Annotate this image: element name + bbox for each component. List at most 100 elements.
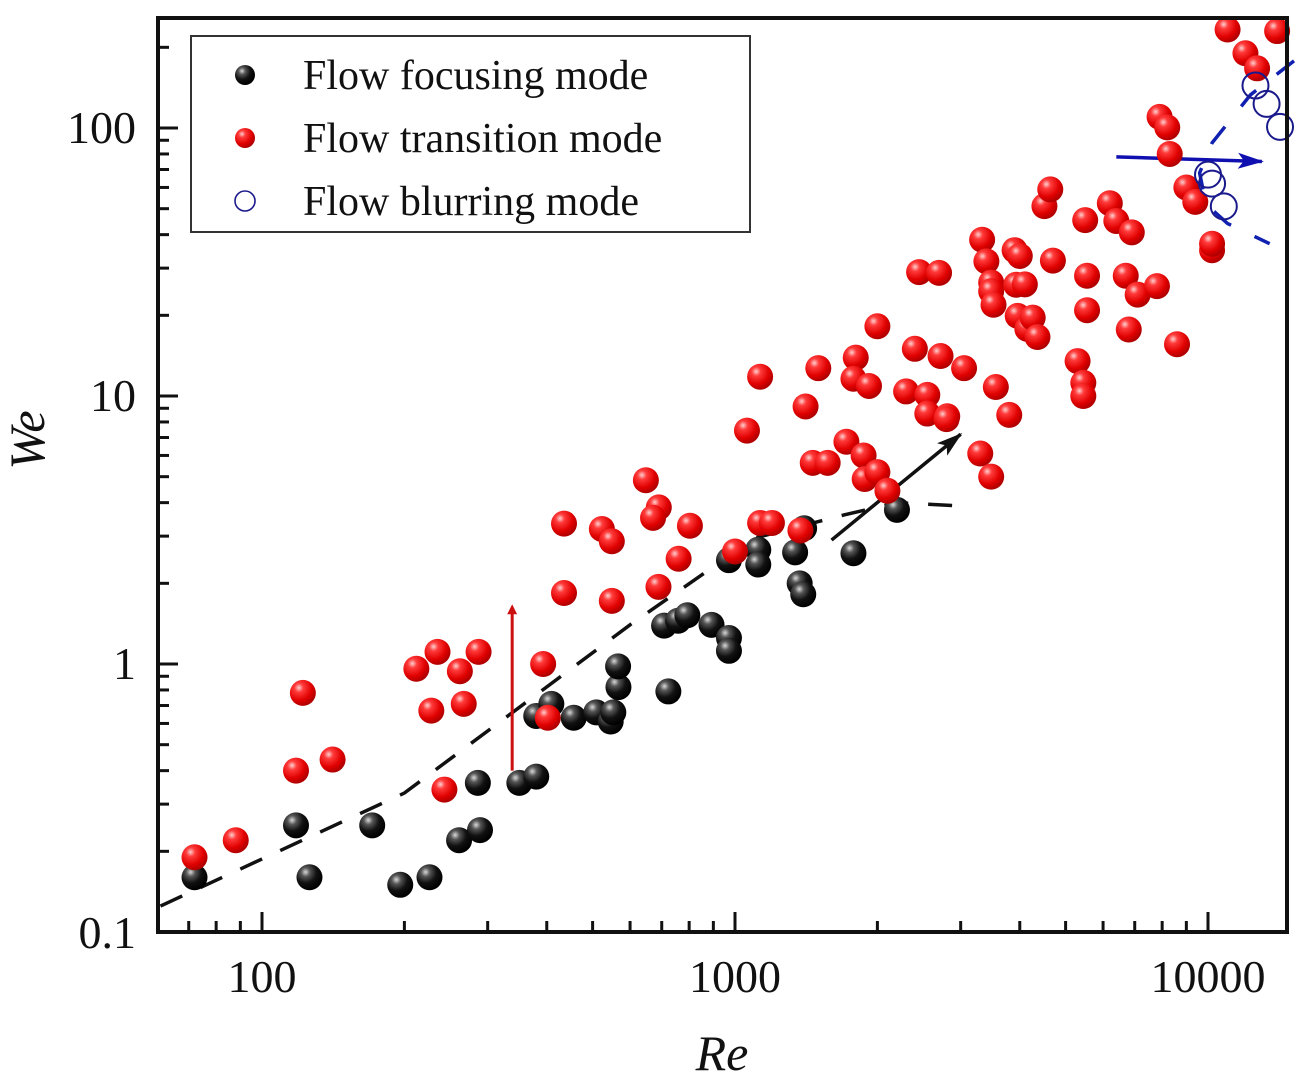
legend-label-blurring: Flow blurring mode bbox=[303, 179, 639, 225]
legend-marker-blurring bbox=[234, 190, 256, 212]
y-tick-label-0-1: 0.1 bbox=[79, 907, 137, 958]
data-point-transition bbox=[450, 690, 477, 717]
y-axis-title: We bbox=[0, 410, 55, 469]
data-point-transition bbox=[1072, 207, 1099, 234]
data-point-transition bbox=[530, 651, 557, 677]
data-point-focusing bbox=[655, 678, 682, 705]
data-point-transition bbox=[1064, 348, 1091, 375]
legend: Flow focusing mode Flow transition mode … bbox=[190, 35, 751, 233]
data-point-transition bbox=[1264, 18, 1291, 45]
series-transition bbox=[181, 16, 1291, 871]
data-point-focusing bbox=[600, 699, 627, 726]
data-point-transition bbox=[733, 417, 760, 444]
blurring-boundary-dashed-curve bbox=[1197, 59, 1296, 246]
legend-box bbox=[190, 35, 751, 233]
data-point-transition bbox=[1070, 383, 1097, 409]
data-point-transition bbox=[1156, 140, 1183, 167]
data-point-transition bbox=[1143, 273, 1170, 300]
legend-label-transition: Flow transition mode bbox=[303, 116, 662, 162]
data-point-transition bbox=[901, 335, 928, 362]
annotation-arrow-3 bbox=[1116, 152, 1264, 169]
data-point-focusing bbox=[181, 864, 208, 891]
data-point-transition bbox=[722, 538, 748, 565]
plot-frame bbox=[156, 16, 1289, 934]
data-point-focusing bbox=[446, 827, 473, 854]
data-point-blurring bbox=[1252, 89, 1281, 118]
data-point-transition bbox=[787, 517, 814, 544]
data-point-transition bbox=[446, 658, 473, 685]
data-point-transition bbox=[534, 704, 561, 731]
data-point-transition bbox=[874, 477, 901, 504]
data-point-transition bbox=[758, 509, 785, 536]
x-axis-ticks bbox=[187, 912, 1210, 932]
data-point-focusing bbox=[467, 817, 494, 844]
data-point-transition bbox=[676, 512, 703, 539]
data-point-transition bbox=[403, 655, 430, 682]
y-tick-label-10: 10 bbox=[90, 370, 136, 421]
data-point-transition bbox=[645, 573, 672, 600]
data-point-transition bbox=[1037, 176, 1064, 203]
data-point-focusing bbox=[605, 653, 632, 680]
data-point-transition bbox=[289, 679, 316, 706]
series-blurring bbox=[1194, 71, 1295, 221]
legend-marker-focusing bbox=[235, 65, 255, 85]
data-point-transition bbox=[551, 510, 578, 537]
y-tick-label-100: 100 bbox=[67, 102, 136, 153]
data-point-transition bbox=[319, 746, 346, 773]
legend-label-focusing: Flow focusing mode bbox=[303, 53, 648, 99]
data-point-transition bbox=[1039, 247, 1066, 274]
data-point-focusing bbox=[715, 637, 742, 664]
data-point-transition bbox=[1006, 242, 1033, 269]
data-point-transition bbox=[980, 291, 1007, 318]
data-point-transition bbox=[978, 463, 1005, 490]
data-point-transition bbox=[1199, 230, 1226, 257]
data-point-transition bbox=[792, 393, 819, 420]
data-point-blurring bbox=[1209, 192, 1238, 221]
data-point-transition bbox=[1115, 316, 1142, 343]
data-point-focusing bbox=[387, 871, 414, 898]
data-point-focusing bbox=[605, 674, 632, 701]
data-point-transition bbox=[933, 406, 960, 433]
data-point-blurring bbox=[1266, 112, 1295, 141]
data-point-transition bbox=[598, 528, 625, 555]
x-tick-label-1000: 1000 bbox=[689, 951, 781, 1002]
data-point-transition bbox=[814, 449, 841, 476]
data-point-focusing bbox=[745, 551, 772, 578]
data-point-transition bbox=[906, 259, 933, 286]
data-point-focusing bbox=[283, 812, 310, 839]
data-point-transition bbox=[640, 504, 667, 531]
data-point-transition bbox=[1154, 114, 1181, 141]
data-point-transition bbox=[982, 374, 1009, 401]
data-point-transition bbox=[842, 344, 869, 371]
data-point-transition bbox=[951, 355, 978, 382]
data-point-transition bbox=[222, 827, 249, 854]
data-point-transition bbox=[283, 757, 310, 784]
x-axis-title: Re bbox=[695, 1025, 749, 1081]
data-point-transition bbox=[1074, 262, 1101, 289]
data-point-transition bbox=[1164, 331, 1191, 358]
data-point-transition bbox=[181, 844, 208, 871]
data-point-transition bbox=[805, 355, 832, 382]
data-point-transition bbox=[551, 580, 578, 607]
data-point-transition bbox=[856, 372, 883, 399]
data-point-focusing bbox=[782, 539, 809, 566]
y-axis-ticks bbox=[158, 45, 178, 853]
data-point-transition bbox=[1182, 188, 1209, 215]
data-point-transition bbox=[969, 226, 996, 253]
data-point-transition bbox=[864, 313, 891, 340]
data-point-focusing bbox=[416, 864, 443, 891]
data-point-blurring bbox=[1198, 169, 1227, 198]
legend-marker-transition bbox=[235, 128, 255, 148]
data-points-layer bbox=[181, 16, 1295, 898]
data-point-focusing bbox=[560, 704, 587, 731]
data-point-transition bbox=[424, 638, 451, 665]
data-point-transition bbox=[1214, 16, 1241, 43]
data-point-transition bbox=[914, 381, 941, 408]
data-point-transition bbox=[926, 259, 953, 286]
x-tick-label-100: 100 bbox=[228, 951, 297, 1002]
data-point-transition bbox=[632, 467, 659, 494]
data-point-transition bbox=[927, 343, 954, 370]
data-point-transition bbox=[1112, 262, 1139, 289]
data-point-focusing bbox=[359, 812, 386, 839]
data-point-transition bbox=[1074, 297, 1101, 324]
